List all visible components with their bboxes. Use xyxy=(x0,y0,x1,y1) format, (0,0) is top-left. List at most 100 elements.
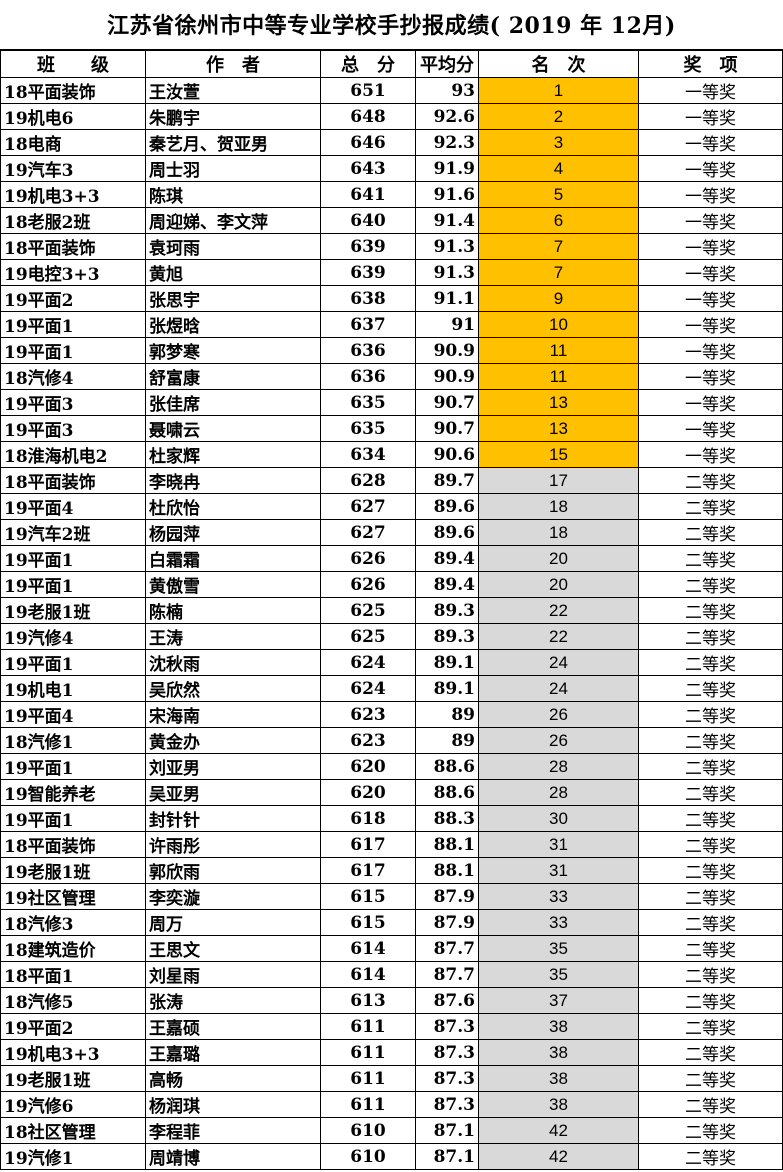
rank-cell[interactable]: 24 xyxy=(478,649,639,676)
author-cell[interactable]: 王涛 xyxy=(145,623,321,650)
award-cell[interactable]: 一等奖 xyxy=(638,363,783,390)
award-cell[interactable]: 二等奖 xyxy=(638,675,783,702)
total-score-cell[interactable]: 610 xyxy=(320,1117,416,1144)
rank-cell[interactable]: 1 xyxy=(478,77,639,104)
average-score-cell[interactable]: 90.9 xyxy=(415,363,479,390)
total-score-cell[interactable]: 614 xyxy=(320,935,416,962)
total-score-cell[interactable]: 617 xyxy=(320,831,416,858)
author-cell[interactable]: 王汝萱 xyxy=(145,77,321,104)
author-cell[interactable]: 杜家辉 xyxy=(145,441,321,468)
average-score-cell[interactable]: 88.1 xyxy=(415,857,479,884)
average-score-cell[interactable]: 91.3 xyxy=(415,233,479,260)
author-cell[interactable]: 刘星雨 xyxy=(145,961,321,988)
rank-cell[interactable]: 35 xyxy=(478,961,639,988)
class-cell[interactable]: 19老服1班 xyxy=(0,857,146,884)
average-score-cell[interactable]: 91.1 xyxy=(415,285,479,312)
rank-cell[interactable]: 30 xyxy=(478,805,639,832)
rank-cell[interactable]: 33 xyxy=(478,883,639,910)
author-cell[interactable]: 许雨彤 xyxy=(145,831,321,858)
author-cell[interactable]: 郭欣雨 xyxy=(145,857,321,884)
total-score-cell[interactable]: 648 xyxy=(320,103,416,130)
author-cell[interactable]: 周士羽 xyxy=(145,155,321,182)
award-cell[interactable]: 二等奖 xyxy=(638,831,783,858)
award-cell[interactable]: 二等奖 xyxy=(638,909,783,936)
average-score-cell[interactable]: 87.3 xyxy=(415,1013,479,1040)
award-cell[interactable]: 一等奖 xyxy=(638,155,783,182)
class-cell[interactable]: 19智能养老 xyxy=(0,779,146,806)
class-cell[interactable]: 18汽修5 xyxy=(0,987,146,1014)
average-score-cell[interactable]: 89.7 xyxy=(415,467,479,494)
rank-cell[interactable]: 4 xyxy=(478,155,639,182)
average-score-cell[interactable]: 87.7 xyxy=(415,935,479,962)
author-cell[interactable]: 朱鹏宇 xyxy=(145,103,321,130)
total-score-cell[interactable]: 620 xyxy=(320,753,416,780)
average-score-cell[interactable]: 89.6 xyxy=(415,493,479,520)
average-score-cell[interactable]: 93 xyxy=(415,77,479,104)
rank-cell[interactable]: 33 xyxy=(478,909,639,936)
total-score-cell[interactable]: 639 xyxy=(320,233,416,260)
average-score-cell[interactable]: 89 xyxy=(415,701,479,728)
average-score-cell[interactable]: 87.3 xyxy=(415,1091,479,1118)
average-score-cell[interactable]: 91.6 xyxy=(415,181,479,208)
author-cell[interactable]: 李晓冉 xyxy=(145,467,321,494)
author-cell[interactable]: 黄傲雪 xyxy=(145,571,321,598)
author-cell[interactable]: 张佳席 xyxy=(145,389,321,416)
class-cell[interactable]: 18淮海机电2 xyxy=(0,441,146,468)
rank-cell[interactable]: 38 xyxy=(478,1039,639,1066)
total-score-cell[interactable]: 643 xyxy=(320,155,416,182)
total-score-cell[interactable]: 635 xyxy=(320,389,416,416)
average-score-cell[interactable]: 88.1 xyxy=(415,831,479,858)
total-score-cell[interactable]: 613 xyxy=(320,987,416,1014)
class-cell[interactable]: 18平面1 xyxy=(0,961,146,988)
class-cell[interactable]: 18老服2班 xyxy=(0,207,146,234)
rank-cell[interactable]: 28 xyxy=(478,753,639,780)
author-cell[interactable]: 李奕漩 xyxy=(145,883,321,910)
total-score-cell[interactable]: 623 xyxy=(320,727,416,754)
class-cell[interactable]: 18平面装饰 xyxy=(0,77,146,104)
author-cell[interactable]: 黄金办 xyxy=(145,727,321,754)
author-cell[interactable]: 吴亚男 xyxy=(145,779,321,806)
award-cell[interactable]: 二等奖 xyxy=(638,935,783,962)
author-cell[interactable]: 封针针 xyxy=(145,805,321,832)
class-cell[interactable]: 19平面1 xyxy=(0,545,146,572)
rank-cell[interactable]: 28 xyxy=(478,779,639,806)
total-score-cell[interactable]: 646 xyxy=(320,129,416,156)
class-cell[interactable]: 19平面1 xyxy=(0,649,146,676)
award-cell[interactable]: 二等奖 xyxy=(638,883,783,910)
class-cell[interactable]: 19机电6 xyxy=(0,103,146,130)
award-cell[interactable]: 二等奖 xyxy=(638,805,783,832)
average-score-cell[interactable]: 89.3 xyxy=(415,597,479,624)
rank-cell[interactable]: 22 xyxy=(478,597,639,624)
total-score-cell[interactable]: 634 xyxy=(320,441,416,468)
header-average[interactable]: 平均分 xyxy=(415,50,479,78)
class-cell[interactable]: 19机电1 xyxy=(0,675,146,702)
class-cell[interactable]: 19社区管理 xyxy=(0,883,146,910)
average-score-cell[interactable]: 89 xyxy=(415,727,479,754)
total-score-cell[interactable]: 611 xyxy=(320,1013,416,1040)
award-cell[interactable]: 二等奖 xyxy=(638,493,783,520)
average-score-cell[interactable]: 90.9 xyxy=(415,337,479,364)
rank-cell[interactable]: 42 xyxy=(478,1117,639,1144)
average-score-cell[interactable]: 89.4 xyxy=(415,545,479,572)
average-score-cell[interactable]: 91 xyxy=(415,311,479,338)
author-cell[interactable]: 周万 xyxy=(145,909,321,936)
class-cell[interactable]: 19平面2 xyxy=(0,285,146,312)
award-cell[interactable]: 一等奖 xyxy=(638,311,783,338)
rank-cell[interactable]: 31 xyxy=(478,857,639,884)
class-cell[interactable]: 18平面装饰 xyxy=(0,831,146,858)
rank-cell[interactable]: 7 xyxy=(478,233,639,260)
award-cell[interactable]: 二等奖 xyxy=(638,571,783,598)
author-cell[interactable]: 张煜晗 xyxy=(145,311,321,338)
author-cell[interactable]: 周靖博 xyxy=(145,1143,321,1170)
header-total[interactable]: 总 分 xyxy=(320,50,416,78)
author-cell[interactable]: 郭梦寒 xyxy=(145,337,321,364)
total-score-cell[interactable]: 623 xyxy=(320,701,416,728)
average-score-cell[interactable]: 87.1 xyxy=(415,1143,479,1170)
award-cell[interactable]: 一等奖 xyxy=(638,207,783,234)
average-score-cell[interactable]: 87.1 xyxy=(415,1117,479,1144)
rank-cell[interactable]: 11 xyxy=(478,363,639,390)
total-score-cell[interactable]: 611 xyxy=(320,1091,416,1118)
author-cell[interactable]: 陈琪 xyxy=(145,181,321,208)
rank-cell[interactable]: 18 xyxy=(478,519,639,546)
average-score-cell[interactable]: 91.4 xyxy=(415,207,479,234)
